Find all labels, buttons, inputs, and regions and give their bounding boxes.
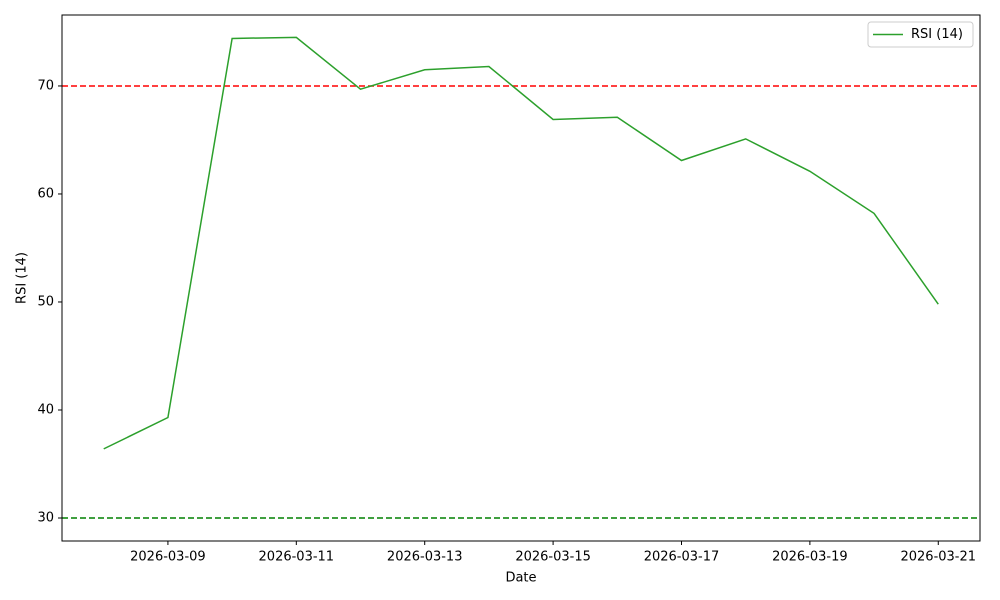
x-tick-label: 2026-03-15 <box>515 550 591 565</box>
legend-label: RSI (14) <box>911 27 963 42</box>
x-axis-label: Date <box>505 571 536 586</box>
x-tick-label: 2026-03-11 <box>259 550 335 565</box>
x-tick-label: 2026-03-13 <box>387 550 463 565</box>
plot-frame <box>61 14 981 542</box>
x-tick-label: 2026-03-19 <box>772 550 848 565</box>
y-tick-label: 30 <box>37 510 54 525</box>
x-tick-label: 2026-03-21 <box>900 550 976 565</box>
x-tick-label: 2026-03-17 <box>644 550 720 565</box>
y-tick-label: 60 <box>37 186 54 201</box>
y-axis-label: RSI (14) <box>15 252 30 304</box>
y-tick-label: 40 <box>37 402 54 417</box>
rsi-line <box>103 36 939 450</box>
y-tick-label: 70 <box>37 78 54 93</box>
legend-box <box>867 21 974 48</box>
x-tick-label: 2026-03-09 <box>130 550 206 565</box>
y-tick-label: 50 <box>37 294 54 309</box>
